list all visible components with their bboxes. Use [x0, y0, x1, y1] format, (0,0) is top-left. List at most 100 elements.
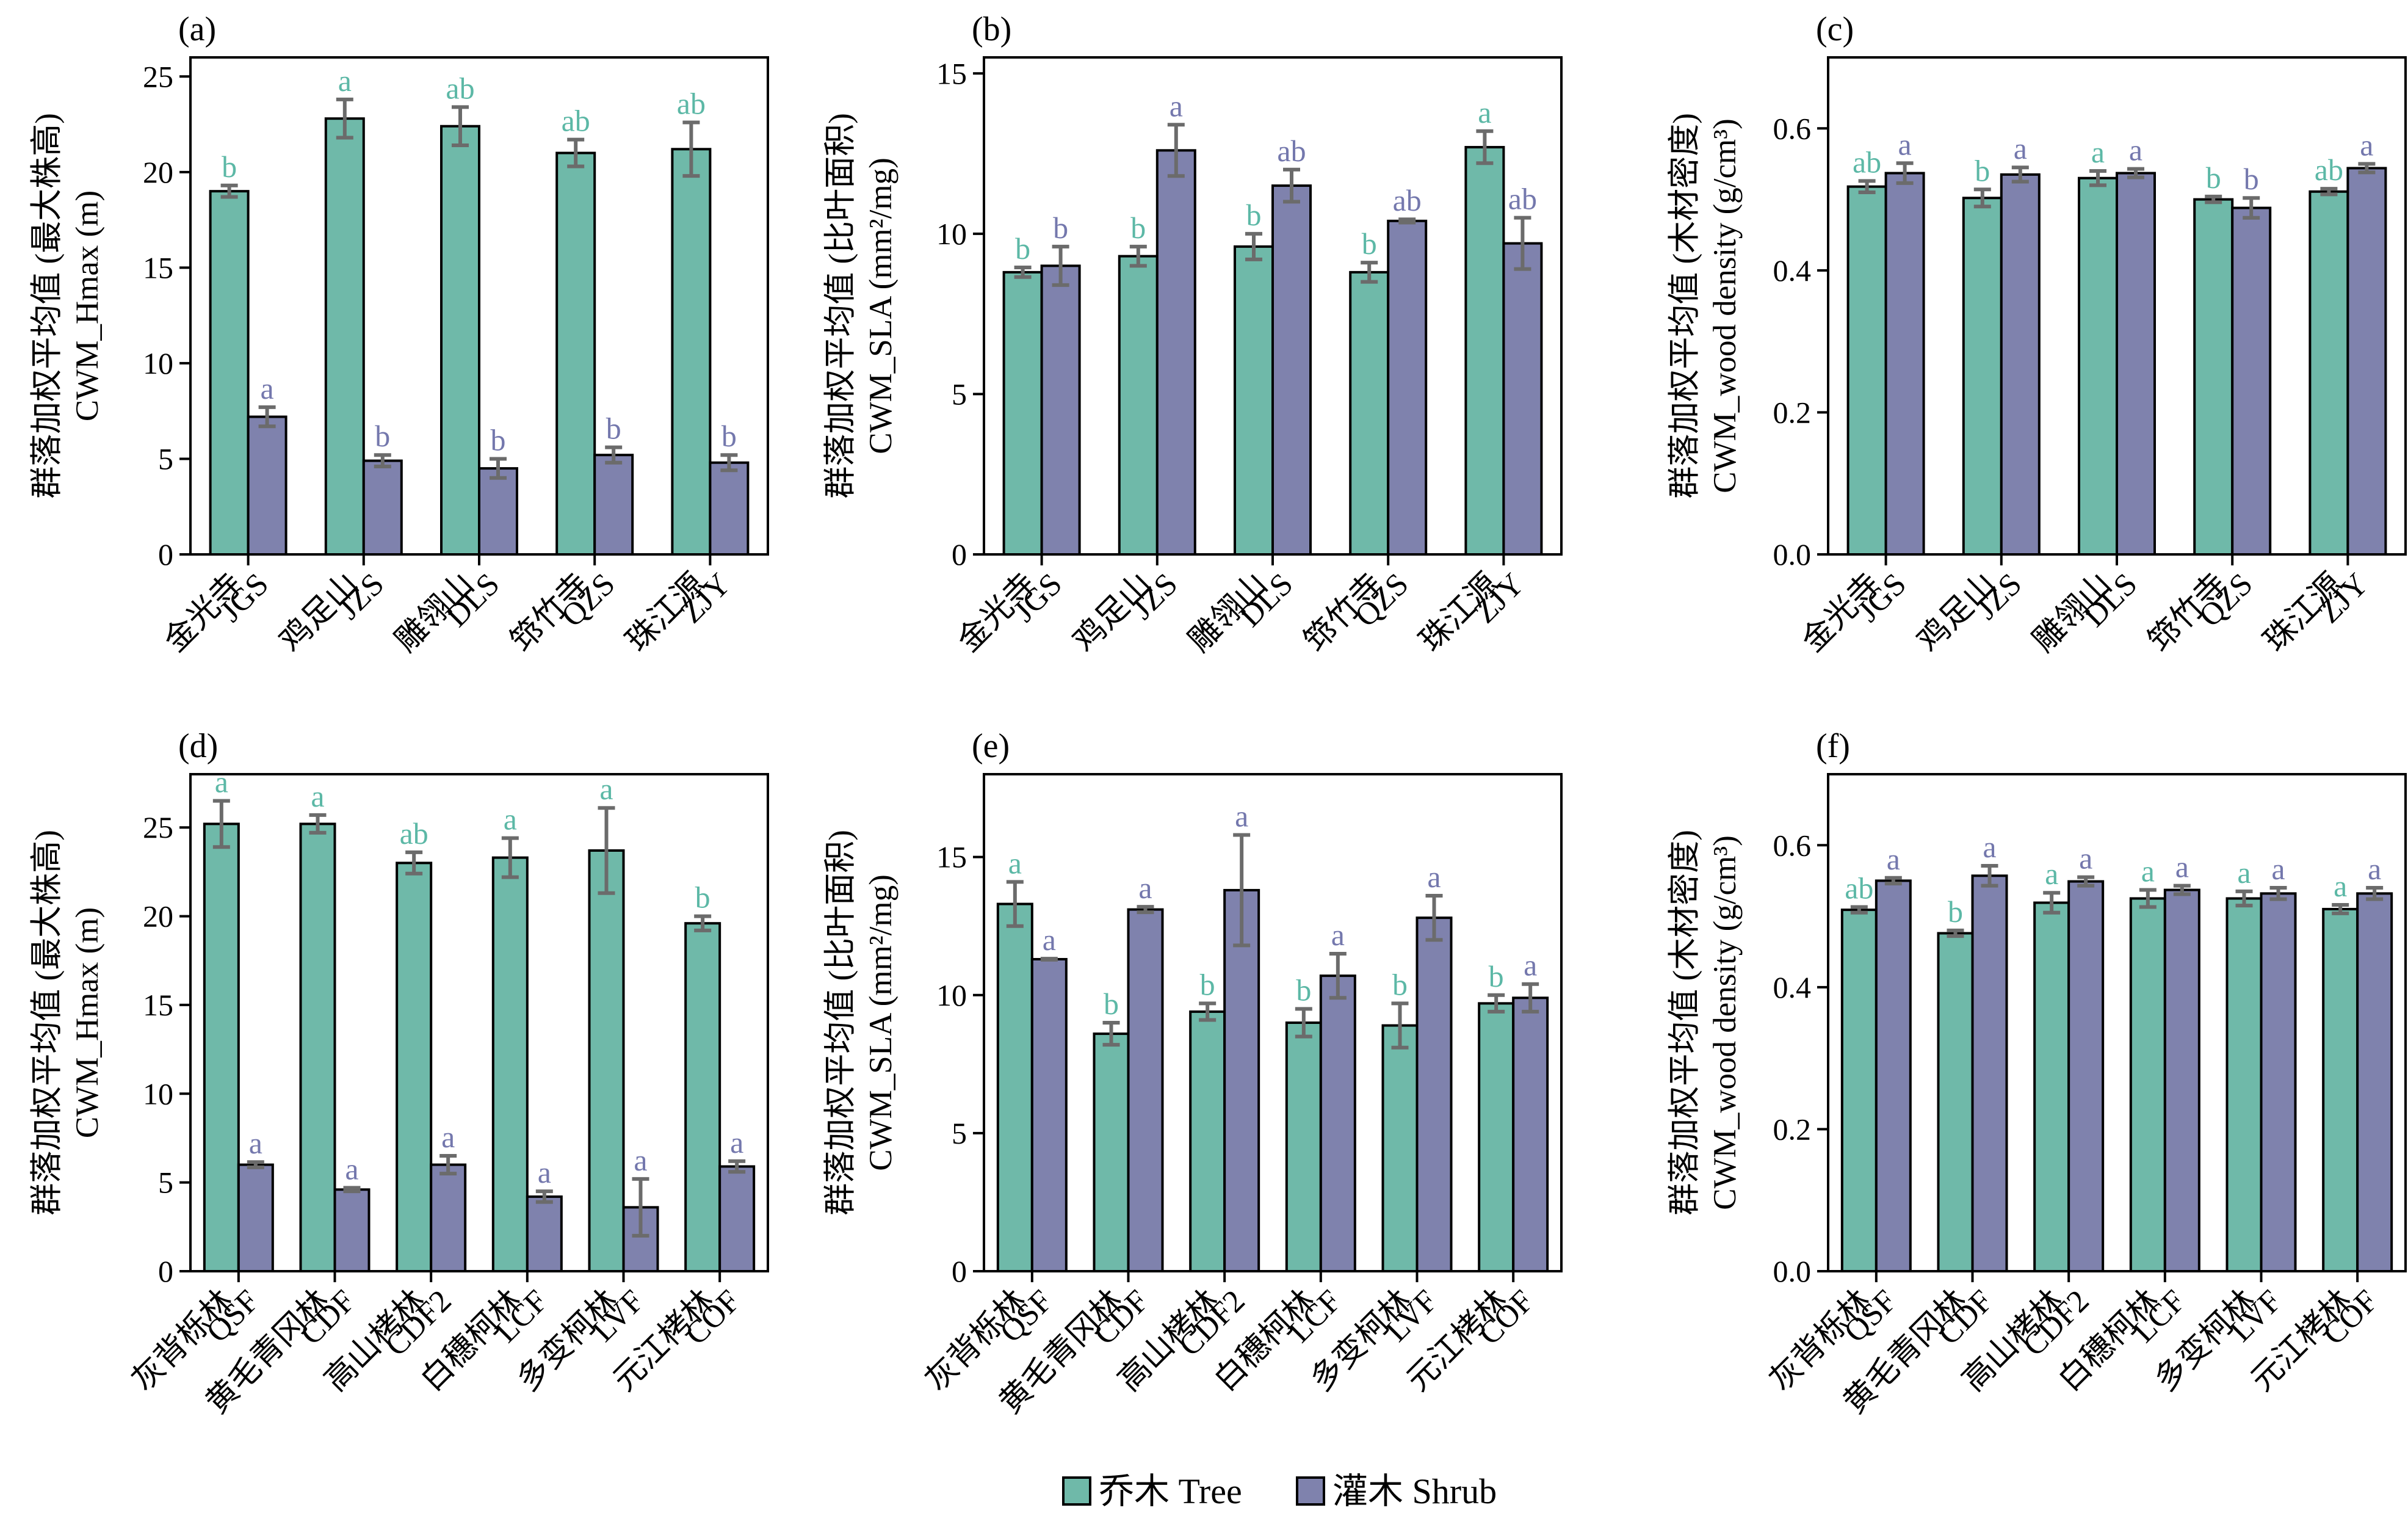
- significance-letter: a: [1170, 89, 1183, 123]
- significance-letter: a: [730, 1125, 743, 1159]
- legend-tree-swatch: [1062, 1476, 1091, 1506]
- bar-tree: [1349, 270, 1390, 556]
- bar-tree: [203, 822, 240, 1272]
- y-tick-label: 0.0: [1773, 1254, 1812, 1288]
- bar-shrub: [333, 1188, 371, 1273]
- bar-tree: [1937, 932, 1974, 1272]
- bar-tree: [684, 922, 721, 1272]
- y-tick-label: 0.6: [1773, 828, 1812, 862]
- significance-letter: ab: [1393, 183, 1422, 217]
- y-tick-label: 15: [936, 56, 967, 90]
- significance-letter: b: [1296, 973, 1311, 1007]
- panel-tag: (c): [1816, 10, 1854, 48]
- bar-shrub: [2163, 888, 2200, 1272]
- y-tick-label: 0.0: [1773, 537, 1812, 571]
- significance-letter: b: [1392, 967, 1408, 1001]
- bar-shrub: [2116, 172, 2156, 556]
- y-axis-label-en: CWM_Hmax (m): [70, 907, 105, 1138]
- bar-shrub: [1030, 957, 1068, 1272]
- y-tick-label: 0.4: [1773, 970, 1812, 1004]
- significance-letter: b: [606, 412, 621, 446]
- y-axis-label-cn: 群落加权平均值 (最大株高): [29, 830, 65, 1216]
- significance-letter: a: [2175, 850, 2189, 884]
- bar-tree: [491, 856, 529, 1272]
- y-axis-label-en: CWM_Hmax (m): [70, 190, 105, 421]
- chart-panel: (f) 0.0 0.2 0.4 0.6 群落加权平均值 (木材密度) CWM_wood de…: [1667, 727, 2407, 1420]
- bar-tree: [1234, 245, 1274, 556]
- bar-shrub: [1155, 149, 1196, 556]
- significance-letter: ab: [2315, 153, 2343, 187]
- legend-tree-label: 乔木 Tree: [1099, 1471, 1242, 1511]
- y-tick-label: 25: [143, 810, 173, 844]
- plot-frame: [189, 773, 769, 1272]
- y-axis-label-en: CWM_wood density (g/cm³): [1707, 118, 1743, 493]
- bar-tree: [2225, 897, 2263, 1272]
- significance-letter: a: [1331, 918, 1345, 952]
- y-tick-label: 10: [143, 346, 173, 380]
- significance-letter: ab: [1277, 134, 1306, 168]
- significance-letter: b: [1489, 959, 1504, 993]
- bar-shrub: [1319, 974, 1356, 1272]
- significance-letter: a: [1008, 846, 1022, 880]
- y-tick-label: 0: [158, 537, 173, 571]
- bar-shrub: [1971, 874, 2008, 1272]
- significance-letter: a: [2237, 855, 2251, 890]
- significance-letter: ab: [1845, 871, 1873, 905]
- significance-letter: a: [1478, 95, 1491, 129]
- bar-shrub: [1387, 219, 1428, 556]
- significance-letter: a: [2045, 857, 2058, 891]
- bar-tree: [2322, 907, 2359, 1272]
- chart-panel: (d) 0 5 10 15 20 25 群落加权平均值 (最大株高) CWM_Hmax (m) a…: [29, 727, 769, 1420]
- significance-letter: a: [538, 1155, 551, 1189]
- chart-panel: (b) 0 5 10 15 群落加权平均值 (比叶面积) CWM_SLA (mm²/mg) b…: [823, 10, 1563, 659]
- bar-tree: [1846, 185, 1887, 556]
- bar-shrub: [1223, 888, 1260, 1272]
- y-tick-label: 0: [952, 537, 967, 571]
- bar-shrub: [2346, 167, 2387, 556]
- significance-letter: a: [1427, 860, 1441, 894]
- bar-shrub: [593, 454, 634, 556]
- bar-shrub: [718, 1165, 756, 1272]
- significance-letter: a: [1138, 871, 1152, 905]
- significance-letter: a: [1043, 923, 1056, 957]
- panel-tag: (f): [1816, 727, 1850, 765]
- significance-letter: a: [260, 371, 273, 405]
- bar-shrub: [237, 1163, 274, 1272]
- bar-tree: [1962, 197, 2003, 556]
- y-tick-label: 25: [143, 59, 173, 93]
- chart-panel: (a) 0 5 10 15 20 25 群落加权平均值 (最大株高) CWM_Hmax (m) b…: [29, 10, 769, 659]
- bar-shrub: [362, 459, 403, 556]
- significance-letter: b: [1053, 211, 1068, 245]
- chart-panel: (e) 0 5 10 15 群落加权平均值 (比叶面积) CWM_SLA (mm²/mg) a…: [823, 727, 1563, 1420]
- significance-letter: b: [1948, 894, 1963, 929]
- y-tick-label: 0.2: [1773, 395, 1812, 429]
- significance-letter: a: [2129, 133, 2142, 167]
- significance-letter: a: [338, 63, 352, 98]
- significance-letter: b: [695, 880, 710, 915]
- significance-letter: a: [249, 1126, 262, 1160]
- significance-letter: a: [2271, 852, 2285, 886]
- significance-letter: a: [1983, 830, 1996, 864]
- legend-shrub-swatch: [1296, 1476, 1325, 1506]
- bar-tree: [440, 125, 480, 556]
- significance-letter: ab: [1853, 145, 1881, 179]
- bar-tree: [209, 190, 250, 556]
- y-tick-label: 0: [952, 1254, 967, 1288]
- significance-letter: a: [2014, 131, 2027, 165]
- plot-frame: [1827, 773, 2407, 1272]
- significance-letter: b: [1130, 211, 1146, 245]
- bar-tree: [2129, 897, 2166, 1272]
- significance-letter: b: [491, 423, 506, 457]
- bar-tree: [1118, 255, 1159, 556]
- significance-letter: a: [1235, 799, 1248, 833]
- significance-letter: a: [504, 802, 517, 836]
- y-tick-label: 0: [158, 1254, 173, 1288]
- panel-tag: (d): [178, 727, 218, 765]
- significance-letter: b: [1104, 987, 1119, 1021]
- y-tick-label: 10: [936, 978, 967, 1012]
- bar-tree: [1093, 1032, 1130, 1272]
- y-axis-label-cn: 群落加权平均值 (木材密度): [1667, 830, 1702, 1216]
- y-axis-label-en: CWM_wood density (g/cm³): [1707, 835, 1743, 1210]
- y-axis-label-en: CWM_SLA (mm²/mg): [863, 874, 898, 1171]
- bar-shrub: [1875, 879, 1912, 1272]
